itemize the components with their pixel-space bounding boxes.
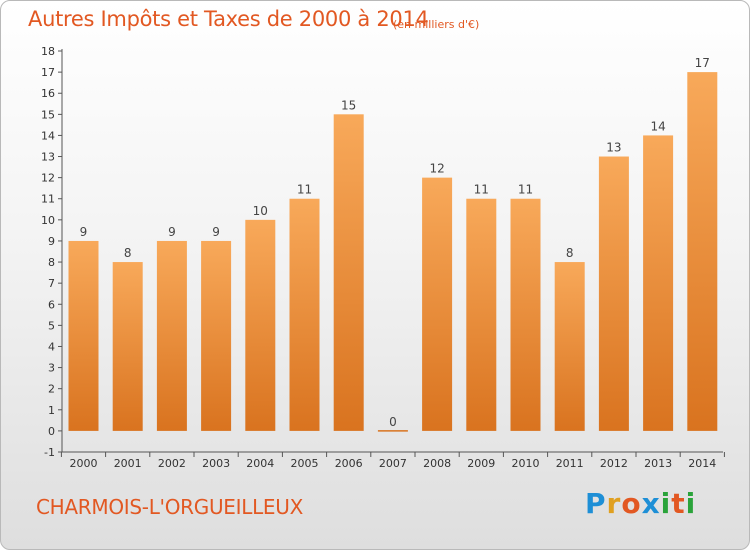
bar <box>156 240 187 431</box>
bar <box>510 198 541 431</box>
bar <box>598 156 629 431</box>
y-tick-label: 7 <box>48 277 55 290</box>
data-label: 9 <box>212 225 220 239</box>
y-tick-label: 14 <box>41 129 55 142</box>
y-tick-label: 8 <box>48 256 55 269</box>
x-tick-label: 2010 <box>512 457 540 470</box>
brand-letter: o <box>621 487 642 520</box>
bar <box>554 262 585 431</box>
y-tick-label: 2 <box>48 383 55 396</box>
data-labels: 9 8 9 9 10 11 15 0 12 11 11 8 13 14 17 <box>80 56 710 429</box>
data-label: 17 <box>695 56 710 70</box>
chart-subtitle: (en milliers d'€) <box>393 18 480 31</box>
brand-letter: r <box>606 487 622 520</box>
x-tick-label: 2009 <box>467 457 495 470</box>
data-label: 14 <box>650 119 665 133</box>
data-label: 10 <box>253 204 268 218</box>
y-tick-label: 6 <box>48 298 55 311</box>
y-tick-label: 17 <box>41 66 55 79</box>
data-label: 0 <box>389 415 397 429</box>
y-tick-label: 1 <box>48 404 55 417</box>
bar <box>643 135 674 431</box>
y-tick-label: -1 <box>44 446 55 459</box>
bar <box>466 198 497 431</box>
brand-letter: t <box>671 487 686 520</box>
x-tick-label: 2004 <box>246 457 274 470</box>
brand-letter: P <box>585 487 607 520</box>
y-tick-label: 4 <box>48 340 55 353</box>
data-label: 11 <box>518 183 533 197</box>
x-tick-label: 2000 <box>70 457 98 470</box>
bar <box>245 219 276 431</box>
bar <box>289 198 320 431</box>
data-label: 11 <box>474 183 489 197</box>
brand-letter: x <box>641 487 661 520</box>
data-label: 11 <box>297 183 312 197</box>
bar <box>68 240 99 431</box>
brand-logo: Proxiti <box>585 487 696 520</box>
data-label: 15 <box>341 98 356 112</box>
y-tick-label: 10 <box>41 214 55 227</box>
x-tick-label: 2012 <box>600 457 628 470</box>
y-tick-label: 16 <box>41 87 55 100</box>
bars <box>68 72 718 432</box>
y-tick-label: 15 <box>41 108 55 121</box>
x-tick-label: 2001 <box>114 457 142 470</box>
data-label: 9 <box>168 225 176 239</box>
y-tick-label: 18 <box>41 45 55 58</box>
data-label: 8 <box>566 246 574 260</box>
y-tick-label: 11 <box>41 193 55 206</box>
bar <box>112 262 143 431</box>
y-tick-label: 12 <box>41 172 55 185</box>
y-tick-label: 9 <box>48 235 55 248</box>
x-tick-label: 2008 <box>423 457 451 470</box>
bar <box>687 72 718 431</box>
data-label: 9 <box>80 225 88 239</box>
x-tick-label: 2002 <box>158 457 186 470</box>
x-tick-label: 2007 <box>379 457 407 470</box>
chart-title: Autres Impôts et Taxes de 2000 à 2014 <box>28 7 429 31</box>
x-tick-label: 2013 <box>644 457 672 470</box>
bar <box>201 240 232 431</box>
data-label: 8 <box>124 246 132 260</box>
x-tick-label: 2003 <box>202 457 230 470</box>
brand-letter: i <box>685 487 697 520</box>
x-tick-label: 2011 <box>556 457 584 470</box>
data-label: 12 <box>429 162 444 176</box>
x-tick-label: 2006 <box>335 457 363 470</box>
y-tick-label: 13 <box>41 151 55 164</box>
commune-name: CHARMOIS-L'ORGUEILLEUX <box>36 495 304 519</box>
y-tick-label: 5 <box>48 319 55 332</box>
data-label: 13 <box>606 141 621 155</box>
x-tick-label: 2005 <box>291 457 319 470</box>
y-tick-label: 3 <box>48 362 55 375</box>
y-tick-label: 0 <box>48 425 55 438</box>
x-tick-label: 2014 <box>688 457 716 470</box>
bar <box>422 177 453 431</box>
brand-letter: i <box>660 487 672 520</box>
bar <box>333 114 364 431</box>
